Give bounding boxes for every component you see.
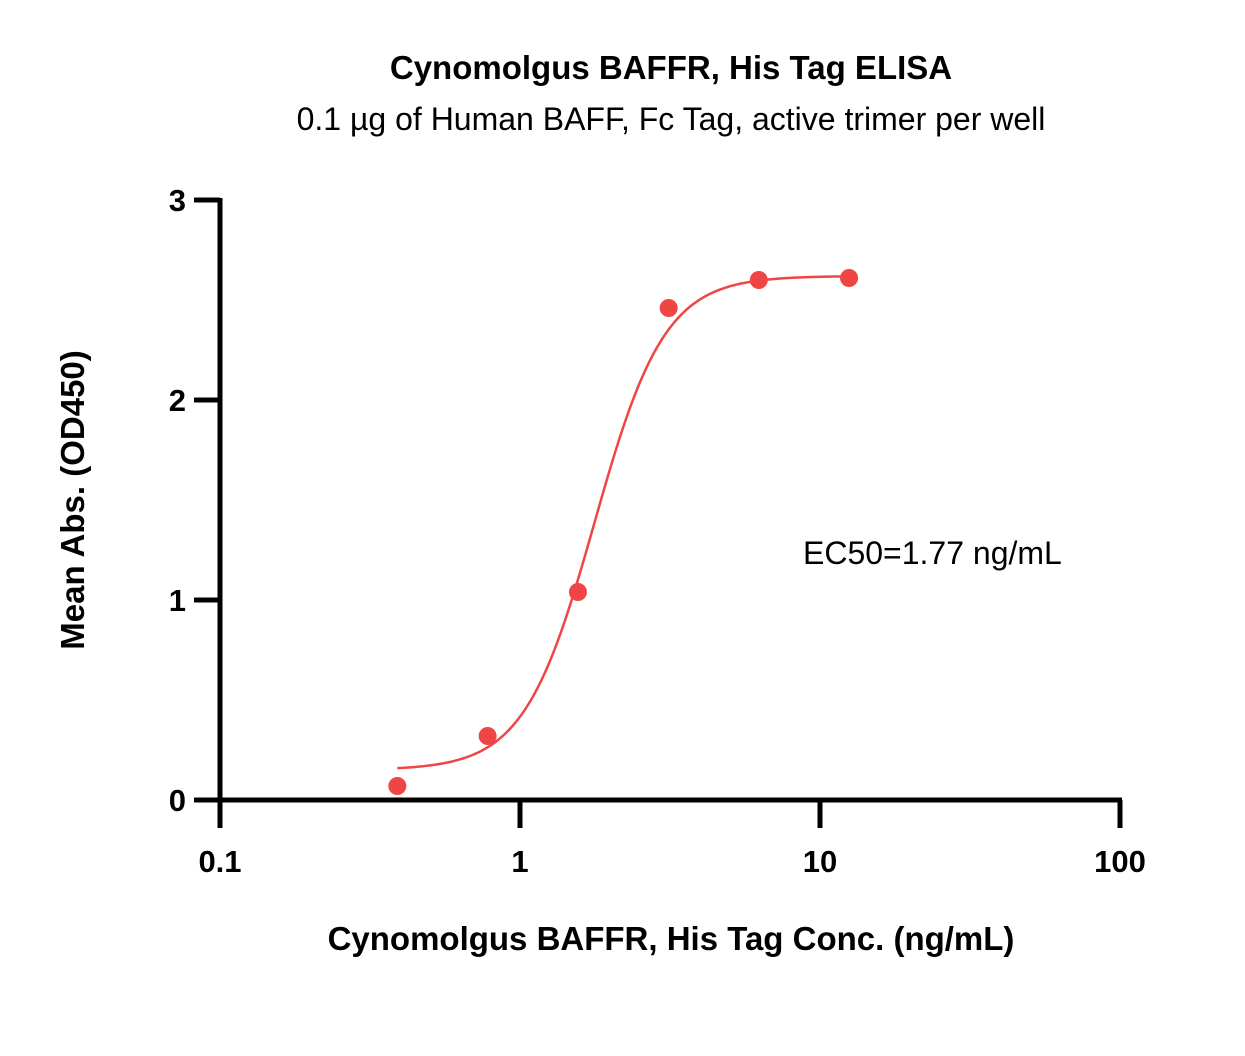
- y-axis-label: Mean Abs. (OD450): [54, 350, 91, 650]
- axes: 0 1 2 3 0.1 1 10 100: [169, 183, 1146, 879]
- fit-curve-layer: [397, 275, 850, 770]
- data-point: [840, 269, 859, 287]
- x-tick-label: 1: [511, 844, 528, 879]
- data-point: [388, 777, 407, 795]
- x-tick-label: 10: [803, 844, 837, 879]
- x-axis-label: Cynomolgus BAFFR, His Tag Conc. (ng/mL): [328, 920, 1015, 957]
- ec50-annotation: EC50=1.77 ng/mL: [803, 535, 1062, 571]
- y-tick-label: 3: [169, 183, 186, 218]
- x-tick-label: 0.1: [198, 844, 241, 879]
- fit-curve: [397, 275, 850, 770]
- chart-title: Cynomolgus BAFFR, His Tag ELISA: [390, 49, 952, 86]
- data-points-layer: [388, 269, 859, 795]
- y-tick-label: 1: [169, 583, 186, 618]
- data-point: [659, 299, 678, 317]
- y-tick-label: 0: [169, 783, 186, 818]
- x-tick-label: 100: [1094, 844, 1146, 879]
- chart-subtitle: 0.1 µg of Human BAFF, Fc Tag, active tri…: [297, 101, 1046, 137]
- data-point: [478, 727, 497, 745]
- data-point: [568, 583, 587, 601]
- data-point: [749, 271, 768, 289]
- y-tick-label: 2: [169, 383, 186, 418]
